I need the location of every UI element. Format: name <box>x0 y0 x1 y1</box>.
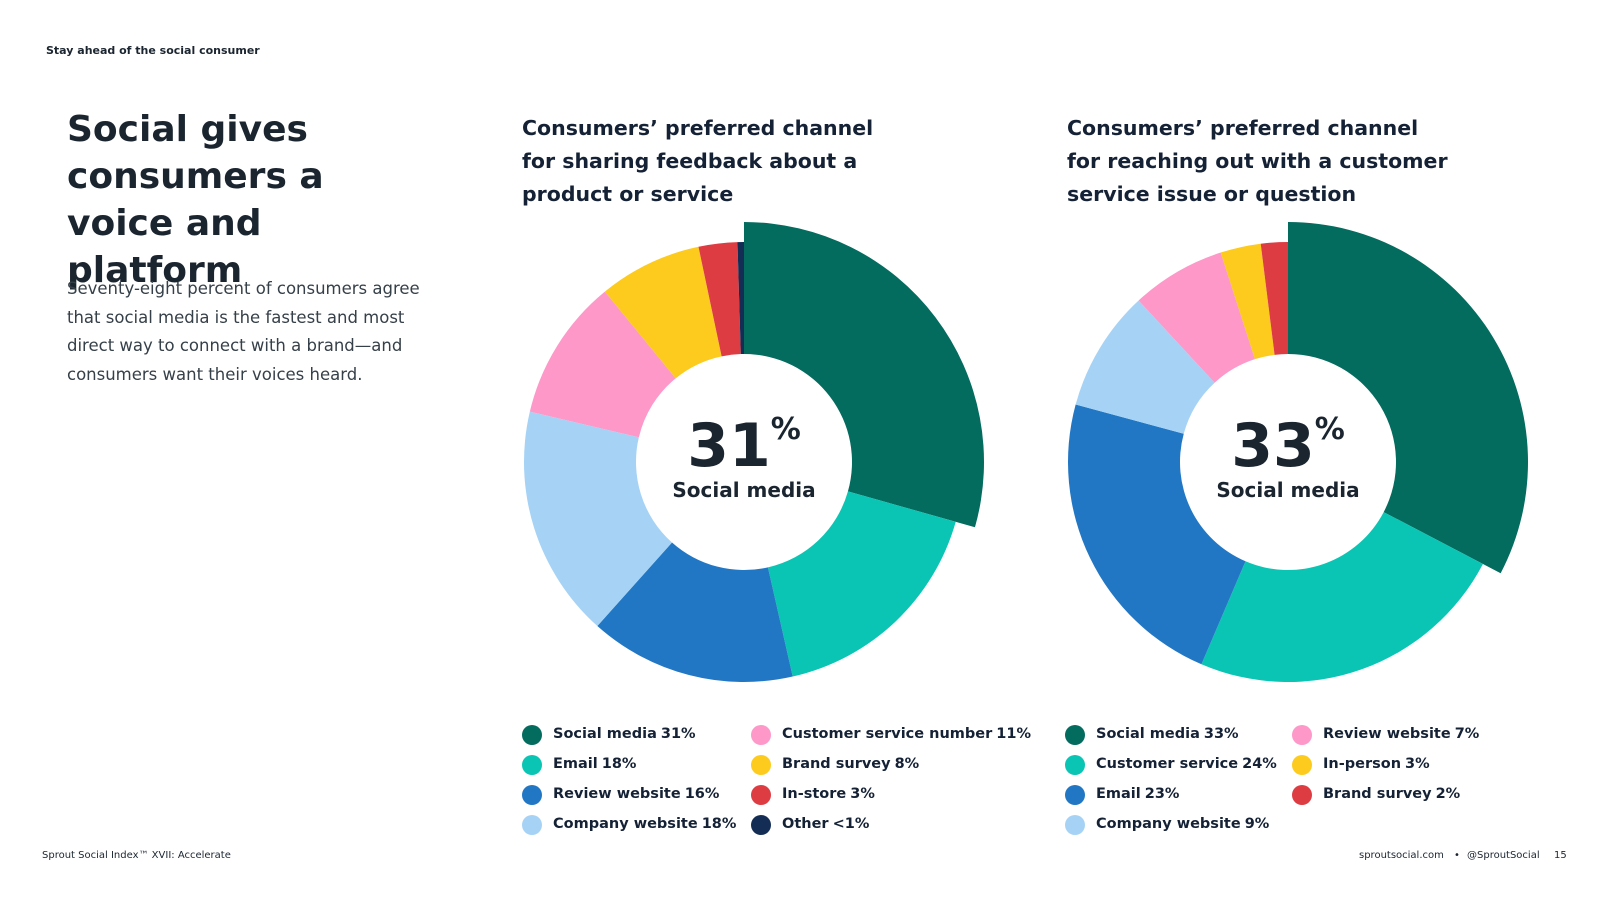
legend-value: 18% <box>601 756 637 772</box>
center-number: 31 <box>687 411 771 481</box>
legend-item: Brand survey 2% <box>1323 786 1460 802</box>
donut-segment <box>1288 222 1529 574</box>
legend-value: 18% <box>701 816 737 832</box>
center-number: 33 <box>1231 411 1315 481</box>
legend-name: Customer service <box>1096 756 1239 772</box>
legend-name: Email <box>553 756 598 772</box>
donut-segment <box>767 491 956 677</box>
legend-swatch <box>522 725 542 745</box>
center-label: Social media <box>1216 478 1360 502</box>
legend-swatch <box>1292 785 1312 805</box>
legend-swatch <box>1292 725 1312 745</box>
legend-item: Brand survey 8% <box>782 756 919 772</box>
legend-swatch <box>522 785 542 805</box>
donut-segment <box>1138 252 1255 383</box>
footer-site: sproutsocial.com <box>1359 850 1444 861</box>
legend-swatch <box>1292 755 1312 775</box>
footer-left: Sprout Social Index™ XVII: Accelerate <box>42 850 231 861</box>
donut-segment <box>597 542 793 682</box>
donut-segment <box>1075 300 1215 434</box>
legend-value: 9% <box>1244 816 1270 832</box>
chart-title: Consumers’ preferred channel for sharing… <box>522 116 874 206</box>
legend-item: In-store 3% <box>782 786 875 802</box>
legend-swatch <box>522 815 542 835</box>
legend-value: 3% <box>1405 756 1430 772</box>
footer-dot: • <box>1454 850 1460 861</box>
legend-value: 16% <box>684 786 720 802</box>
legend-value: 8% <box>894 756 920 772</box>
legend-name: Social media <box>553 726 657 742</box>
legend-value: 33% <box>1203 726 1239 742</box>
legend-swatch <box>1065 755 1085 775</box>
legend-swatch <box>751 755 771 775</box>
legend-item: Customer service 24% <box>1096 756 1277 772</box>
legend-name: In-person <box>1323 756 1402 772</box>
legend-value: 2% <box>1435 786 1461 802</box>
body-text: Seventy-eight percent of consumers agree… <box>67 279 420 384</box>
legend-name: Customer service number <box>782 726 993 742</box>
center-label: Social media <box>672 478 816 502</box>
legend-value: 24% <box>1242 756 1277 772</box>
center-figure: 31% <box>624 412 864 476</box>
donut-segment <box>523 411 673 627</box>
legend-name: Review website <box>553 786 681 802</box>
legend-name: Brand survey <box>1323 786 1432 802</box>
legend-item: Review website 7% <box>1323 726 1479 742</box>
legend-item: Email 23% <box>1096 786 1179 802</box>
center-figure: 33% <box>1168 412 1408 476</box>
legend-item: Company website 18% <box>553 816 736 832</box>
donut-segment <box>1201 512 1483 683</box>
donut-center: 31% Social media <box>624 412 864 502</box>
donut-segment <box>1220 243 1275 360</box>
legend-name: Review website <box>1323 726 1451 742</box>
legend-swatch <box>1065 815 1085 835</box>
header: Stay ahead of the social consumer <box>46 44 260 57</box>
donut-segment <box>604 246 722 379</box>
legend-name: Social media <box>1096 726 1200 742</box>
legend-swatch <box>522 755 542 775</box>
legend-name: In-store <box>782 786 847 802</box>
legend-item: In-person 3% <box>1323 756 1430 772</box>
legend-value: 3% <box>850 786 875 802</box>
legend-swatch <box>1065 785 1085 805</box>
footer-page: 15 <box>1554 850 1567 861</box>
donut-segment <box>529 291 676 438</box>
donut-segment <box>1260 242 1288 355</box>
legend-value: 7% <box>1454 726 1480 742</box>
legend-item: Company website 9% <box>1096 816 1269 832</box>
donut-segment <box>698 242 741 357</box>
legend-item: Other <1% <box>782 816 869 832</box>
legend-item: Review website 16% <box>553 786 719 802</box>
center-unit: % <box>1314 412 1345 447</box>
legend-name: Other <box>782 816 829 832</box>
donut-segment <box>1068 404 1246 665</box>
legend-value: 31% <box>660 726 696 742</box>
legend-item: Social media 33% <box>1096 726 1239 742</box>
legend-name: Company website <box>553 816 698 832</box>
legend-swatch <box>751 725 771 745</box>
legend-item: Email 18% <box>553 756 636 772</box>
legend-name: Brand survey <box>782 756 891 772</box>
chart-title: Consumers’ preferred channel for reachin… <box>1067 116 1448 206</box>
legend-swatch <box>751 785 771 805</box>
legend-item: Customer service number 11% <box>782 726 1031 742</box>
legend-value: 11% <box>996 726 1031 742</box>
donut-segment <box>737 242 744 355</box>
headline: Social gives consumers a voice and platf… <box>67 109 324 291</box>
center-unit: % <box>770 412 801 447</box>
legend-item: Social media 31% <box>553 726 696 742</box>
legend-value: <1% <box>832 816 870 832</box>
legend-name: Company website <box>1096 816 1241 832</box>
footer-handle: @SproutSocial <box>1467 850 1540 861</box>
legend-name: Email <box>1096 786 1141 802</box>
legend-swatch <box>751 815 771 835</box>
donut-segment <box>744 222 984 528</box>
legend-swatch <box>1065 725 1085 745</box>
legend-value: 23% <box>1144 786 1180 802</box>
donut-center: 33% Social media <box>1168 412 1408 502</box>
